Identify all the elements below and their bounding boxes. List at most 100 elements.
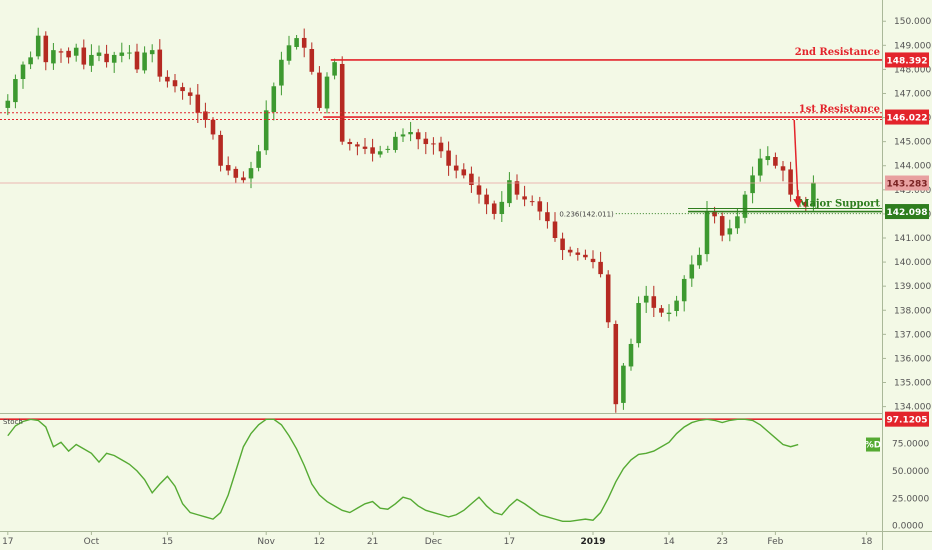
candle — [712, 206, 717, 224]
candle-body — [567, 249, 573, 253]
candle-body — [134, 51, 140, 70]
candle-body — [780, 166, 786, 171]
candle — [263, 100, 269, 155]
candle — [172, 74, 178, 93]
candle — [484, 188, 489, 215]
candle-body — [294, 38, 299, 47]
candle-body — [400, 134, 406, 137]
candle-body — [165, 76, 170, 82]
stoch-title: Stoch — [3, 418, 23, 426]
candle-body — [742, 194, 748, 218]
candle — [43, 31, 49, 71]
candle-body — [339, 63, 345, 142]
candle-body — [142, 52, 147, 71]
candle-body — [514, 181, 520, 195]
candle-body — [651, 296, 657, 308]
candle-body — [73, 47, 79, 56]
candle-body — [111, 54, 117, 63]
candle-body — [362, 146, 368, 149]
candle — [681, 275, 687, 312]
candle — [583, 249, 588, 260]
candle — [446, 141, 451, 176]
candle — [499, 191, 505, 222]
candle-body — [263, 110, 269, 151]
candlestick-series — [5, 27, 816, 413]
candle-body — [233, 168, 239, 178]
stoch-badge-bg — [866, 437, 880, 452]
candle-body — [332, 62, 337, 76]
candle — [180, 82, 185, 100]
candle — [35, 27, 41, 60]
price-tick-label: 139.000 — [894, 282, 931, 292]
candle — [765, 146, 771, 166]
candle-body — [499, 201, 505, 215]
candle — [5, 94, 11, 116]
candle — [697, 247, 702, 269]
candle-body — [187, 92, 193, 96]
candle — [104, 44, 109, 68]
candle — [73, 43, 79, 62]
stoch-tick-label: 0.0000 — [892, 522, 924, 532]
candle-body — [225, 165, 231, 171]
candle-body — [537, 201, 543, 212]
candle — [461, 163, 467, 179]
candle — [567, 246, 573, 257]
candle-body — [324, 76, 330, 109]
candle-body — [385, 148, 391, 150]
candle-body — [89, 54, 94, 66]
candle — [674, 295, 679, 317]
candle — [377, 145, 383, 158]
candle — [400, 128, 406, 143]
candle-body — [666, 312, 672, 314]
candle — [750, 166, 755, 204]
time-tick-label: 17 — [2, 537, 13, 547]
candle — [149, 44, 155, 63]
candle — [735, 208, 740, 234]
candle — [507, 172, 512, 207]
candle — [529, 195, 535, 206]
candle — [491, 200, 497, 220]
candle — [81, 39, 87, 70]
candle — [58, 48, 64, 63]
target-arrow-head — [793, 198, 803, 208]
candle-body — [643, 295, 649, 303]
candle — [324, 72, 330, 114]
candle — [165, 70, 170, 88]
price-tags: 148.392 146.022 143.283 142.098 97.1205 %D — [865, 52, 929, 452]
candle — [431, 137, 436, 155]
resistance2-price-tag: 148.392 — [887, 56, 928, 66]
stoch-tick-label: 50.0000 — [892, 467, 929, 477]
candle — [195, 84, 201, 123]
candle — [127, 45, 132, 60]
candle-body — [370, 147, 375, 154]
candle — [233, 166, 239, 184]
candle-body — [811, 182, 816, 207]
candle-body — [347, 142, 353, 145]
candle-body — [415, 132, 421, 140]
candle — [225, 156, 231, 176]
stoch-line — [7, 418, 799, 523]
candle — [438, 136, 444, 158]
price-tick-label: 143.000 — [894, 186, 931, 196]
candle — [256, 144, 261, 172]
time-tick-label: 15 — [162, 537, 173, 547]
candle — [157, 39, 163, 82]
candle — [545, 202, 550, 229]
candle — [522, 185, 527, 207]
candle — [666, 304, 672, 322]
candle-body — [765, 156, 771, 161]
candle-body — [195, 94, 201, 113]
time-axis[interactable]: 17 Oct 15 Nov 12 21 Dec 17 2019 14 23 Feb 18 — [2, 531, 873, 547]
candle-body — [621, 365, 626, 403]
candle — [286, 35, 292, 65]
candle-body — [545, 212, 550, 222]
stoch-axis[interactable]: 75.0000 50.0000 25.0000 0.0000 — [892, 439, 929, 531]
candle-body — [491, 203, 497, 214]
candle — [66, 47, 71, 64]
price-tick-label: 147.000 — [894, 89, 931, 99]
candle — [20, 61, 26, 89]
candle-body — [377, 151, 383, 155]
candle — [408, 121, 413, 142]
candle — [370, 138, 375, 162]
